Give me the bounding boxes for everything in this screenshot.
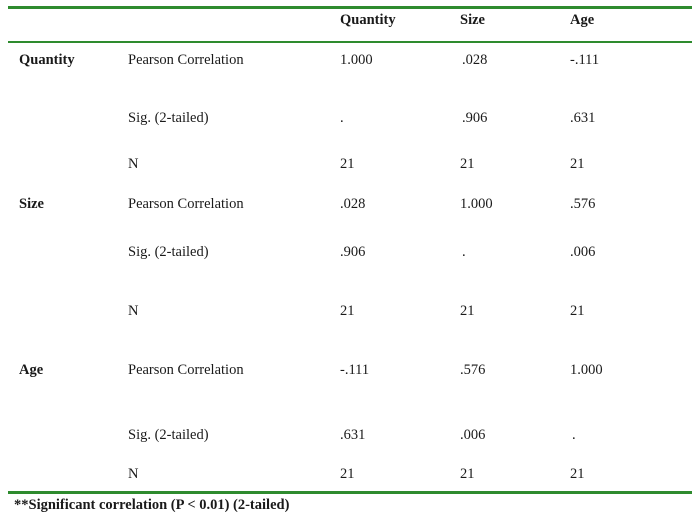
table-cell: 21 xyxy=(340,466,355,482)
table-cell: .576 xyxy=(570,196,596,212)
table-cell: 21 xyxy=(460,303,475,319)
stat-label: Pearson Correlation xyxy=(128,52,244,68)
stat-label: Pearson Correlation xyxy=(128,196,244,212)
row-group-label-size: Size xyxy=(19,196,44,212)
table-cell: .006 xyxy=(570,244,596,260)
table-cell: .006 xyxy=(460,427,486,443)
stat-label: Sig. (2-tailed) xyxy=(128,427,209,443)
column-header-size: Size xyxy=(460,12,485,28)
table-cell: 21 xyxy=(570,156,585,172)
row-group-label-age: Age xyxy=(19,362,44,378)
row-group-label-quantity: Quantity xyxy=(19,52,75,68)
table-cell: 21 xyxy=(340,303,355,319)
stat-label: Sig. (2-tailed) xyxy=(128,244,209,260)
table-cell: 21 xyxy=(460,466,475,482)
stat-label: N xyxy=(128,303,139,319)
table-cell: .631 xyxy=(570,110,596,126)
stat-label: N xyxy=(128,156,139,172)
stat-label: N xyxy=(128,466,139,482)
table-cell: -.111 xyxy=(340,362,370,378)
table-cell: .906 xyxy=(462,110,488,126)
table-cell: -.111 xyxy=(570,52,600,68)
table-cell: 21 xyxy=(340,156,355,172)
table-cell: 21 xyxy=(460,156,475,172)
table-footnote: **Significant correlation (P < 0.01) (2-… xyxy=(14,497,290,513)
column-header-age: Age xyxy=(570,12,595,28)
table-top-rule xyxy=(8,6,692,9)
table-cell: .906 xyxy=(340,244,366,260)
table-cell: 1.000 xyxy=(460,196,493,212)
table-header-rule xyxy=(8,41,692,43)
table-cell: . xyxy=(462,244,466,260)
table-cell: 21 xyxy=(570,303,585,319)
table-cell: 1.000 xyxy=(570,362,603,378)
table-cell: 1.000 xyxy=(340,52,373,68)
table-cell: 21 xyxy=(570,466,585,482)
stat-label: Sig. (2-tailed) xyxy=(128,110,209,126)
table-bottom-rule xyxy=(8,491,692,494)
column-header-quantity: Quantity xyxy=(340,12,396,28)
table-cell: .631 xyxy=(340,427,366,443)
table-cell: .576 xyxy=(460,362,486,378)
table-cell: . xyxy=(340,110,344,126)
table-cell: .028 xyxy=(340,196,366,212)
stat-label: Pearson Correlation xyxy=(128,362,244,378)
table-cell: . xyxy=(572,427,576,443)
table-cell: .028 xyxy=(462,52,488,68)
